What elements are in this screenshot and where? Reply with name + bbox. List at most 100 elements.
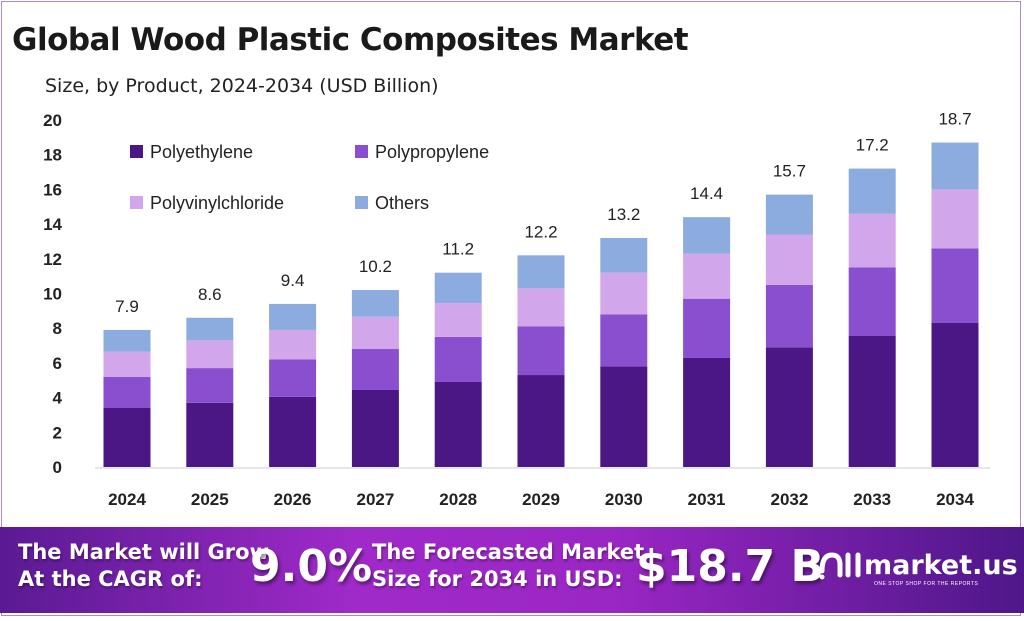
data-label: 14.4	[690, 184, 723, 203]
bar-segment-polyethylene	[351, 389, 399, 467]
bar-segment-polypropylene	[103, 376, 151, 409]
bar-segment-polyvinylchloride	[931, 189, 979, 249]
y-tick-label: 0	[53, 458, 62, 477]
bar-segment-others	[434, 272, 482, 304]
y-tick-label: 8	[53, 319, 62, 338]
bar-segment-polypropylene	[848, 267, 896, 337]
data-label: 9.4	[281, 271, 305, 290]
bar-segment-polyvinylchloride	[103, 351, 151, 377]
bar-segment-polypropylene	[517, 326, 565, 376]
bar-segment-polypropylene	[351, 349, 399, 390]
legend-swatch	[130, 145, 143, 158]
data-label: 17.2	[856, 136, 889, 155]
forecast-label-line1: The Forecasted Market	[372, 540, 645, 564]
bar-segment-polyvinylchloride	[269, 329, 317, 360]
bar-segment-polyvinylchloride	[434, 303, 482, 337]
forecast-label-line2: Size for 2034 in USD:	[372, 567, 623, 591]
bar-segment-others	[517, 255, 565, 289]
legend-swatch	[130, 196, 143, 209]
bar-segment-polyethylene	[103, 408, 151, 467]
data-label: 15.7	[773, 162, 806, 181]
logo-mark-icon	[819, 552, 861, 580]
bar-segment-polyethylene	[765, 347, 813, 467]
x-tick-label: 2027	[356, 490, 394, 509]
logo-text: market.us	[864, 549, 1018, 581]
legend-swatch	[355, 145, 368, 158]
x-tick-label: 2033	[853, 490, 891, 509]
bar-segment-polyvinylchloride	[186, 340, 234, 369]
bar-segment-polyvinylchloride	[765, 234, 813, 285]
data-label: 11.2	[442, 240, 474, 259]
data-label: 10.2	[359, 257, 392, 276]
bar-segment-polyethylene	[931, 322, 979, 467]
bar-segment-polyethylene	[600, 366, 648, 467]
bar-segment-polypropylene	[186, 368, 234, 403]
bar-segment-others	[931, 142, 979, 190]
y-tick-label: 12	[43, 250, 62, 269]
bar-segment-polyvinylchloride	[848, 213, 896, 268]
y-tick-label: 10	[43, 285, 62, 304]
bar-segment-polyethylene	[186, 402, 234, 467]
bar-segment-polypropylene	[683, 298, 731, 358]
data-label: 13.2	[607, 205, 640, 224]
y-tick-label: 6	[53, 354, 62, 373]
stacked-bar-chart: 0 2 4 6 8 10 12 14 16 18 20 7.9 2024 8.6 2025 9.4 2026 10…	[43, 110, 990, 509]
bar-segment-others	[683, 217, 731, 254]
x-tick-label: 2028	[439, 490, 477, 509]
bar-segment-others	[848, 168, 896, 214]
bar-segment-others	[765, 194, 813, 235]
y-tick-label: 20	[43, 111, 62, 130]
x-tick-label: 2031	[688, 490, 726, 509]
bar-segment-polyethylene	[434, 381, 482, 467]
market-us-logo: market.us ONE STOP SHOP FOR THE REPORTS	[818, 547, 1018, 587]
data-label: 7.9	[115, 297, 139, 316]
x-tick-label: 2024	[108, 490, 146, 509]
y-tick-label: 16	[43, 180, 62, 199]
bar-segment-polypropylene	[434, 336, 482, 382]
bar-segment-polyethylene	[517, 375, 565, 467]
bar-segment-polyvinylchloride	[351, 316, 399, 350]
bar-segment-polypropylene	[765, 284, 813, 348]
bar-segment-polyethylene	[269, 396, 317, 467]
cagr-label-line2: At the CAGR of:	[18, 567, 203, 591]
bar-segment-polypropylene	[931, 248, 979, 323]
y-tick-label: 4	[53, 389, 63, 408]
bar-segment-polyethylene	[683, 357, 731, 467]
bar-segment-others	[186, 317, 234, 341]
legend-label: Polyvinylchloride	[150, 193, 284, 213]
logo-tagline: ONE STOP SHOP FOR THE REPORTS	[874, 581, 979, 587]
legend-swatch	[355, 196, 368, 209]
bar-segment-others	[103, 329, 151, 352]
bar-segment-others	[351, 290, 399, 317]
data-label: 8.6	[198, 285, 222, 304]
chart-subtitle: Size, by Product, 2024-2034 (USD Billion…	[45, 75, 439, 97]
bar-segment-polyvinylchloride	[517, 288, 565, 327]
y-tick-label: 2	[53, 423, 62, 442]
bar-segment-polyvinylchloride	[600, 272, 648, 315]
legend-label: Polyethylene	[150, 142, 253, 162]
x-tick-label: 2026	[274, 490, 312, 509]
cagr-label-line1: The Market will Grow	[18, 540, 269, 564]
data-label: 12.2	[524, 222, 557, 241]
x-tick-label: 2032	[770, 490, 808, 509]
cagr-value: 9.0%	[250, 541, 373, 592]
bar-segment-polyethylene	[848, 336, 896, 467]
x-tick-label: 2034	[936, 490, 974, 509]
y-tick-label: 18	[43, 146, 62, 165]
bar-segment-others	[269, 303, 317, 330]
bar-segment-polypropylene	[269, 359, 317, 397]
y-tick-label: 14	[43, 215, 62, 234]
data-label: 18.7	[938, 110, 971, 129]
forecast-value: $18.7 B	[636, 541, 825, 592]
x-tick-label: 2029	[522, 490, 560, 509]
legend-label: Polypropylene	[375, 142, 489, 162]
bar-segment-polyvinylchloride	[683, 253, 731, 299]
bar-segment-polypropylene	[600, 314, 648, 367]
x-tick-label: 2030	[605, 490, 643, 509]
x-tick-label: 2025	[191, 490, 229, 509]
chart-title: Global Wood Plastic Composites Market	[12, 22, 689, 58]
legend-label: Others	[375, 193, 429, 213]
summary-banner: The Market will Grow At the CAGR of: 9.0…	[0, 527, 1024, 613]
